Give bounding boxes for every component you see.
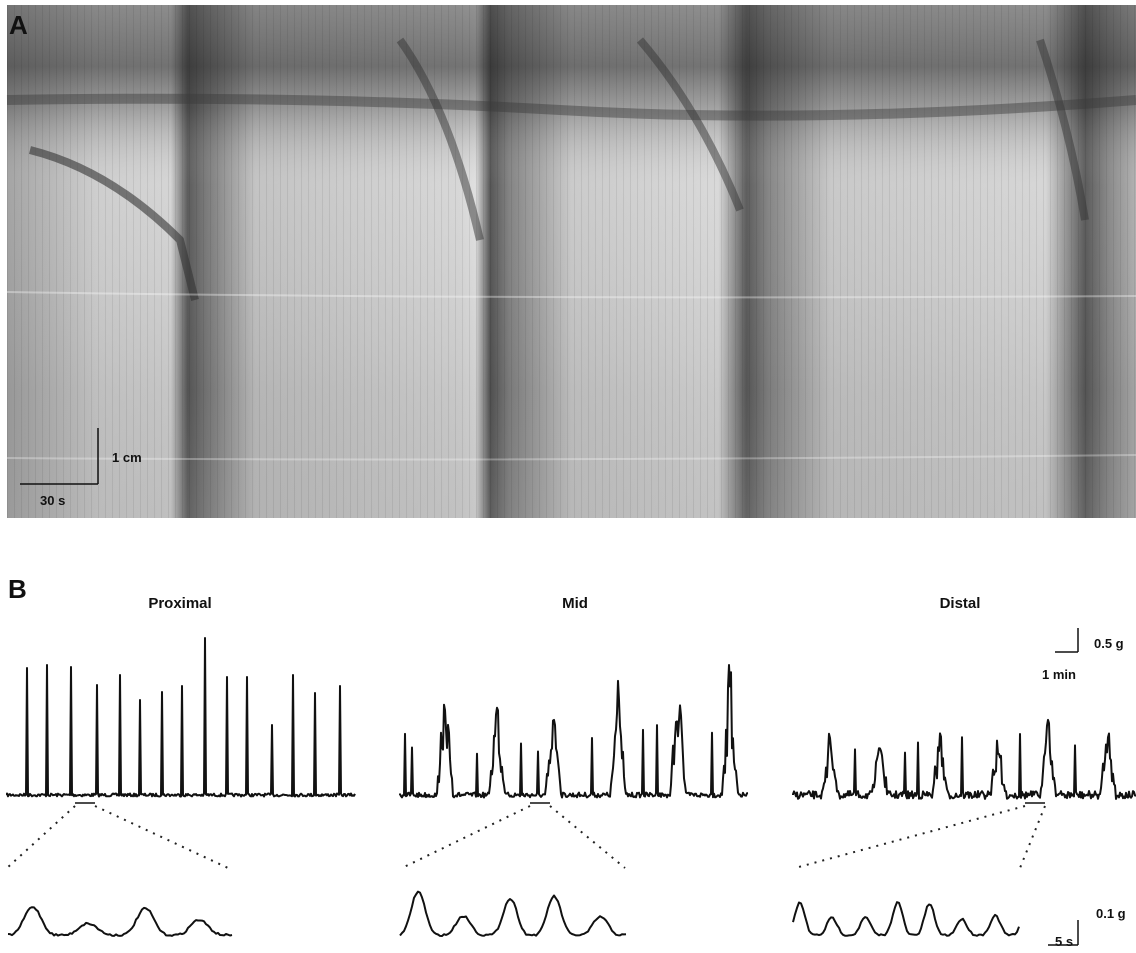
column-title: Distal bbox=[940, 595, 981, 612]
panel-label: B bbox=[8, 574, 27, 604]
panel-label: A bbox=[9, 10, 28, 40]
traces bbox=[6, 637, 1136, 937]
zoom-line bbox=[1019, 805, 1046, 869]
trace bbox=[792, 718, 1136, 800]
zoom-line bbox=[794, 805, 1026, 869]
scale-bar bbox=[1048, 628, 1079, 946]
trace bbox=[6, 637, 356, 798]
zoom-trace bbox=[7, 906, 233, 937]
column-title: Mid bbox=[562, 595, 588, 612]
scale-label: 0.1 g bbox=[1096, 906, 1126, 921]
column-title: Proximal bbox=[148, 595, 211, 612]
zoom-line bbox=[94, 805, 229, 869]
scale-label: 5 s bbox=[1055, 934, 1073, 949]
trace bbox=[399, 664, 749, 799]
scale-label: 1 cm bbox=[112, 450, 142, 465]
spatiotemporal-map bbox=[6, 5, 1136, 518]
scale-label: 30 s bbox=[40, 493, 65, 508]
scale-bar bbox=[20, 428, 99, 485]
scale-label: 0.5 g bbox=[1094, 636, 1124, 651]
scale-label: 1 min bbox=[1042, 667, 1076, 682]
zoom-line bbox=[549, 805, 626, 869]
zoom-line bbox=[6, 805, 76, 869]
zoom-trace bbox=[792, 901, 1020, 937]
zoom-line bbox=[401, 805, 531, 869]
zoom-trace bbox=[399, 890, 627, 937]
